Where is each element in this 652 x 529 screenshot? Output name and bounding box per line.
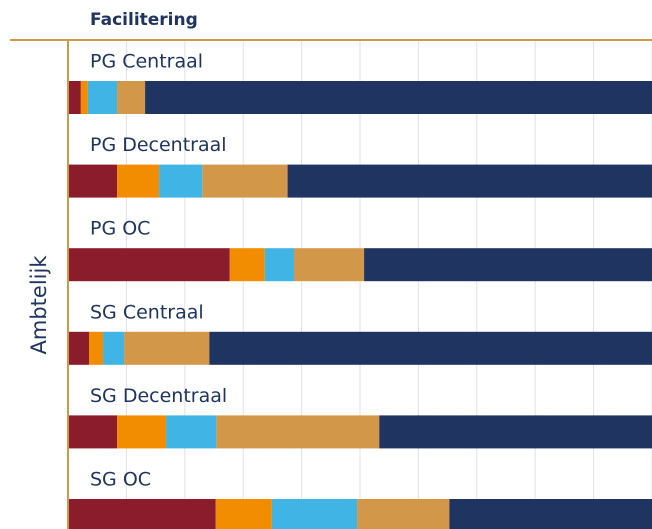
bar-segment (216, 415, 380, 449)
bar-segment (68, 415, 118, 449)
bar-segment (294, 248, 365, 282)
bar-segment (271, 499, 358, 529)
category-label: PG Centraal (90, 51, 203, 73)
bar-segment (68, 499, 216, 529)
bar-segment (357, 499, 450, 529)
bar-segment (449, 499, 652, 529)
bar-segment (124, 331, 210, 365)
bar-segment (103, 331, 125, 365)
chart-title: Facilitering (90, 10, 198, 30)
bar-segment (68, 331, 90, 365)
bar-segment (117, 415, 167, 449)
bar-segment (202, 164, 288, 198)
bar-segment (68, 164, 118, 198)
bar-segment (159, 164, 203, 198)
bar-segment (80, 81, 88, 114)
bar-segment (229, 248, 265, 282)
category-label: SG OC (90, 469, 151, 491)
bar-segment (117, 81, 146, 114)
bar-segment (209, 331, 652, 365)
bar-segment (166, 415, 217, 449)
bar-segment (68, 248, 230, 282)
bar-segment (264, 248, 295, 282)
bar-segment (215, 499, 272, 529)
bar-segment (364, 248, 652, 282)
y-axis-label: Ambtelijk (27, 255, 51, 355)
category-label: PG Decentraal (90, 134, 227, 156)
bar-segment (89, 331, 104, 365)
bar-segment (87, 81, 118, 114)
category-label: SG Centraal (90, 301, 204, 323)
bar-segment (117, 164, 160, 198)
bar-segment (379, 415, 652, 449)
category-label: SG Decentraal (90, 385, 227, 407)
bar-segment (68, 81, 81, 114)
bar-segment (145, 81, 652, 114)
bar-segment (287, 164, 652, 198)
category-label: PG OC (90, 218, 150, 240)
